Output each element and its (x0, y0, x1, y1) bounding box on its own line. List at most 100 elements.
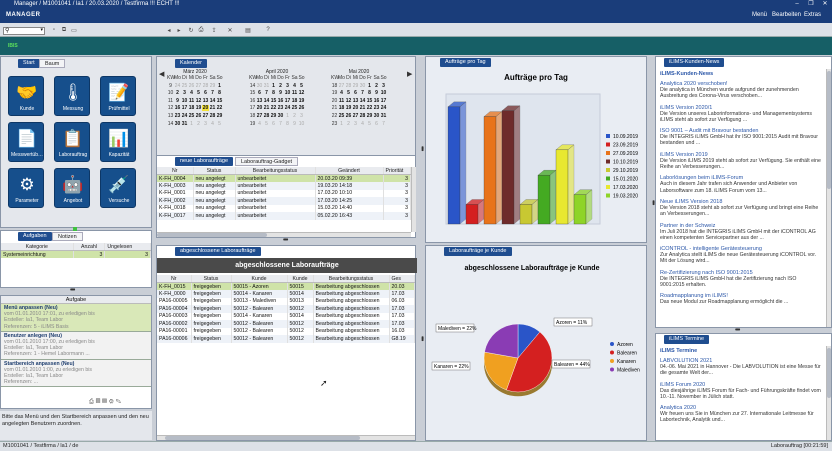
day-cell[interactable]: 20 (202, 105, 209, 112)
tile-6[interactable]: 📊 Kapazität (100, 122, 136, 162)
news-item[interactable]: Re-Zertifizierung nach ISO 9001:2015 Die … (660, 270, 822, 289)
day-cell[interactable]: 10 (298, 120, 305, 127)
day-cell[interactable]: 14 (263, 97, 270, 104)
day-cell[interactable]: 27 (338, 82, 345, 89)
news-title-link[interactable]: Roadmapplanung im iLIMS! (660, 293, 728, 300)
day-cell[interactable]: 23 (277, 105, 284, 112)
tile-2[interactable]: 🌡 Messung (54, 76, 90, 116)
day-cell[interactable]: 3 (183, 90, 186, 97)
day-cell[interactable]: 24 (380, 105, 387, 112)
day-cell[interactable]: 5 (300, 82, 303, 89)
export-icon[interactable]: ⇪ (211, 28, 217, 34)
day-cell[interactable]: 27 (256, 112, 263, 119)
col-kategorie[interactable]: Kategorie (1, 243, 74, 251)
day-cell[interactable]: 31 (380, 112, 387, 119)
day-cell[interactable]: 4 (340, 90, 343, 97)
day-cell[interactable]: 27 (195, 82, 202, 89)
day-cell[interactable]: 26 (195, 112, 202, 119)
day-cell[interactable]: 29 (352, 82, 359, 89)
tab-abgeschlossene[interactable]: abgeschlossene Laboraufträge (175, 247, 261, 256)
news-item[interactable]: Analytica 2020 verschoben! Die analytica … (660, 81, 822, 100)
tile-3[interactable]: 📝 Prüfmittel (100, 76, 136, 116)
day-cell[interactable]: 9 (375, 90, 378, 97)
news-item[interactable]: iLIMS Version 2019 Die Version iLIMS 2019… (660, 152, 822, 171)
news-item[interactable]: iLIMS Forum 2020 Das diesjährige iLIMS Fo… (660, 382, 822, 401)
day-cell[interactable]: 28 (359, 112, 366, 119)
table-row[interactable]: PA16-00004 freigegeben 50012 - Balearen 500… (157, 305, 415, 313)
col-nr[interactable]: Nr (157, 167, 194, 175)
col-geaendert[interactable]: Geändert (315, 167, 384, 175)
forward-icon[interactable]: ▸ (177, 28, 181, 34)
day-cell[interactable]: 29 (209, 82, 216, 89)
day-cell[interactable]: 29 (366, 112, 373, 119)
day-cell[interactable]: 3 (382, 82, 385, 89)
day-cell[interactable]: 7 (382, 120, 385, 127)
vertical-scrollbar[interactable] (411, 167, 416, 232)
day-cell[interactable]: 11 (291, 90, 298, 97)
day-cell[interactable]: 30 (277, 112, 284, 119)
splitter-handle[interactable]: ••• (70, 287, 75, 294)
save-icon[interactable]: ▤ (245, 28, 251, 34)
day-cell[interactable]: 24 (181, 112, 188, 119)
menu-item-bearbeiten[interactable]: Bearbeiten (772, 12, 802, 18)
day-cell[interactable]: 15 (366, 97, 373, 104)
menu-item-extras[interactable]: Extras (804, 12, 822, 18)
day-cell[interactable]: 19 (298, 97, 305, 104)
news-title-link[interactable]: Analytica 2020 (660, 405, 697, 412)
open-icon[interactable]: ▭ (71, 28, 77, 34)
day-cell[interactable]: 22 (366, 105, 373, 112)
new-icon[interactable]: ▫ (52, 27, 56, 33)
day-cell[interactable]: 25 (291, 105, 298, 112)
tab-laborauftrag-gadget[interactable]: Laborauftrag-Gadget (235, 157, 299, 166)
list-item[interactable]: Benutzer anlegen (Neu) vom 01.01.2010 17… (1, 331, 151, 360)
news-title-link[interactable]: Neue iLIMS Version 2018 (660, 198, 723, 205)
day-cell[interactable]: 7 (361, 90, 364, 97)
table-row[interactable]: Systemeinrichtung 3 3 (1, 250, 151, 258)
day-cell[interactable]: 21 (359, 105, 366, 112)
day-cell[interactable]: 6 (258, 90, 261, 97)
day-cell[interactable]: 12 (195, 97, 202, 104)
news-title-link[interactable]: LABVOLUTION 2021 (660, 358, 713, 364)
day-cell[interactable]: 18 (338, 105, 345, 112)
day-cell[interactable]: 1 (272, 82, 275, 89)
print-icon[interactable]: ⎙ (198, 27, 204, 33)
back-icon[interactable]: ◂ (167, 28, 171, 34)
day-cell[interactable]: 9 (293, 120, 296, 127)
tab-aufgaben[interactable]: Aufgaben (18, 232, 52, 241)
day-cell[interactable]: 24 (284, 105, 291, 112)
day-cell[interactable]: 9 (176, 97, 179, 104)
day-cell[interactable]: 23 (373, 105, 380, 112)
col-status[interactable]: Status (193, 167, 236, 175)
news-item[interactable]: ISO 9001 – Audit mit Bravour bestanden Di… (660, 128, 822, 147)
day-cell[interactable]: 28 (345, 82, 352, 89)
day-cell[interactable]: 25 (188, 112, 195, 119)
day-cell[interactable]: 20 (352, 105, 359, 112)
col-nr[interactable]: Nr (157, 275, 192, 283)
day-cell[interactable]: 23 (174, 112, 181, 119)
tile-7[interactable]: ⚙ Parameter (8, 168, 44, 208)
day-cell[interactable]: 10 (181, 97, 188, 104)
maximize-button[interactable]: ❐ (808, 1, 814, 7)
tab-notizen[interactable]: Notizen (52, 232, 83, 241)
day-cell[interactable]: 15 (270, 97, 277, 104)
news-item[interactable]: Analytica 2020 Wir freuen uns Sie in Münc… (660, 405, 822, 424)
table-row[interactable]: PA16-00005 freigegeben 50013 - Malediven 50… (157, 297, 415, 305)
day-cell[interactable]: 28 (209, 112, 216, 119)
col-status[interactable]: Status (191, 275, 232, 283)
day-cell[interactable]: 10 (380, 90, 387, 97)
news-title-link[interactable]: ISO 9001 – Audit mit Bravour bestanden (660, 128, 759, 135)
table-row[interactable]: PA16-00001 freigegeben 50012 - Balearen 500… (157, 327, 415, 335)
day-cell[interactable]: 28 (202, 82, 209, 89)
day-cell[interactable]: 20 (256, 105, 263, 112)
day-cell[interactable]: 4 (190, 90, 193, 97)
day-cell[interactable]: 4 (361, 120, 364, 127)
day-cell[interactable]: 1 (190, 120, 193, 127)
day-cell[interactable]: 16 (373, 97, 380, 104)
horizontal-scrollbar[interactable] (157, 435, 415, 440)
day-cell[interactable]: 7 (279, 120, 282, 127)
table-row[interactable]: K-FH_0018 neu angelegt unbearbeitet 15.03.2… (157, 204, 411, 212)
day-cell[interactable]: 21 (263, 105, 270, 112)
day-cell[interactable]: 13 (202, 97, 209, 104)
tile-1[interactable]: 🤝 Kunde (8, 76, 44, 116)
splitter-handle[interactable]: ••• (649, 200, 656, 205)
